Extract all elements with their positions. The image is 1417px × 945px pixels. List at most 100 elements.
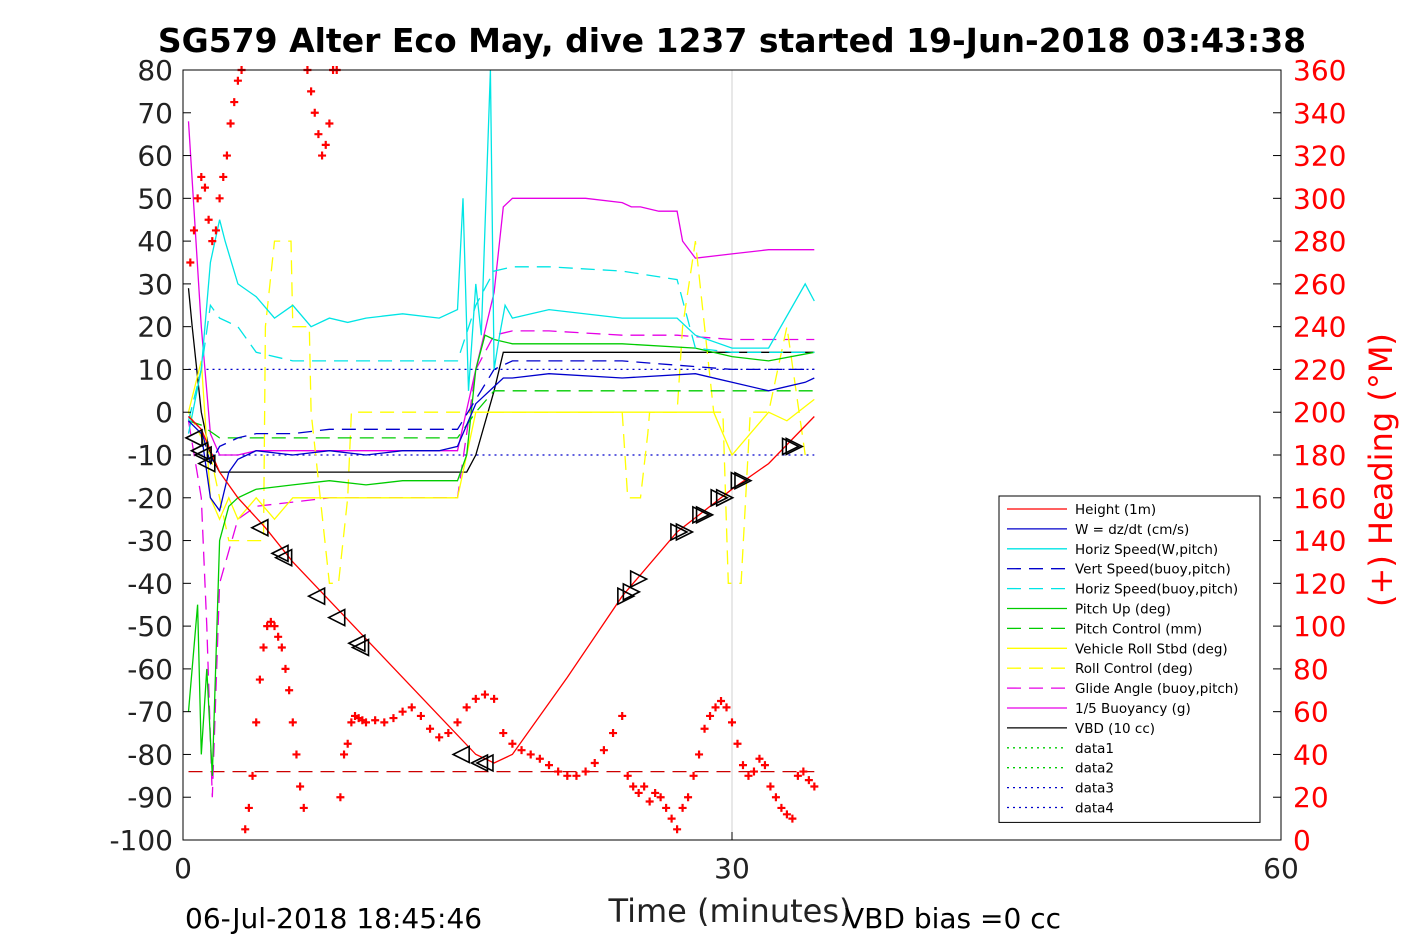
ascent-marker [670, 522, 689, 542]
ascent-marker [675, 522, 695, 542]
y-right-tick-label: 240 [1293, 311, 1346, 344]
y-right-tick-label: 180 [1293, 439, 1346, 472]
heading-point [270, 622, 279, 631]
heading-point [371, 716, 380, 725]
heading-point [380, 718, 389, 727]
chart-title: SG579 Alter Eco May, dive 1237 started 1… [158, 21, 1306, 60]
heading-point [678, 803, 687, 812]
heading-point [673, 825, 682, 834]
legend-label: VBD (10 cc) [1075, 721, 1155, 737]
footer-timestamp: 06-Jul-2018 18:45:46 [185, 902, 482, 935]
legend-label: Horiz Speed(W,pitch) [1075, 542, 1218, 558]
y-left-tick-label: 80 [137, 54, 173, 87]
heading-point [490, 694, 499, 703]
heading-point [755, 754, 764, 763]
y-left-tick-label: 40 [137, 225, 173, 258]
heading-point [728, 718, 736, 727]
y-right-tick-label: 220 [1293, 353, 1346, 386]
heading-point [444, 729, 453, 738]
legend-label: data3 [1075, 781, 1114, 797]
ascent-marker [617, 586, 636, 606]
ascent-marker [785, 437, 805, 456]
heading-point [266, 617, 275, 626]
series-layer [187, 69, 815, 798]
heading-point [318, 151, 327, 160]
y-left-tick-label: -90 [127, 781, 173, 814]
heading-point [255, 675, 264, 684]
heading-point [230, 98, 239, 107]
heading-point [222, 151, 231, 160]
heading-point [292, 750, 301, 759]
series-buoyancy [187, 121, 815, 456]
heading-point [700, 724, 709, 733]
y-left-tick-label: -50 [127, 610, 173, 643]
y-left-tick-label: 0 [155, 396, 173, 429]
legend-label: 1/5 Buoyancy (g) [1075, 701, 1191, 717]
heading-point [325, 119, 334, 128]
heading-point [248, 771, 257, 780]
heading-point [462, 703, 471, 712]
descent-marker [189, 441, 209, 461]
legend-label: data2 [1075, 761, 1114, 777]
heading-point [711, 703, 720, 712]
heading-point [782, 810, 791, 819]
legend-label: Pitch Up (deg) [1075, 602, 1171, 618]
descent-marker [250, 518, 269, 538]
heading-point [695, 750, 704, 759]
heading-point [310, 108, 319, 117]
heading-point [453, 718, 462, 727]
ascent-marker [781, 437, 801, 456]
x-tick-label: 0 [174, 852, 192, 885]
y-right-tick-label: 300 [1293, 182, 1346, 215]
y-right-tick-label: 120 [1293, 567, 1346, 600]
heading-point [581, 767, 590, 776]
series-pitch-up [187, 334, 815, 776]
heading-point [233, 76, 242, 85]
heading-point [623, 771, 632, 780]
heading-point [263, 622, 272, 631]
heading-point [738, 761, 747, 770]
y-left-tick-label: -70 [127, 696, 173, 729]
heading-markers [186, 66, 819, 834]
heading-point [733, 739, 742, 748]
heading-point [274, 632, 283, 641]
legend-label: data1 [1075, 741, 1114, 757]
heading-point [288, 718, 297, 727]
y-left-tick-label: -30 [127, 525, 173, 558]
legend-label: Vert Speed(buoy,pitch) [1075, 562, 1231, 578]
descent-marker [193, 445, 212, 465]
heading-point [599, 746, 608, 755]
heading-point [793, 771, 802, 780]
legend: Height (1m) W = dz/dt (cm/s) Horiz Speed(W… [998, 495, 1261, 823]
y-right-tick-label: 20 [1293, 781, 1329, 814]
legend-label: Horiz Speed(buoy,pitch) [1075, 582, 1238, 598]
ascent-marker [715, 488, 735, 508]
descent-marker [326, 608, 346, 627]
descent-marker [197, 454, 216, 473]
heading-point [640, 782, 649, 791]
y-right-tick-label: 260 [1293, 268, 1346, 301]
y-right-tick-label: 360 [1293, 54, 1346, 87]
heading-point [259, 643, 268, 652]
heading-point [407, 703, 416, 712]
series-roll-control [187, 240, 806, 584]
heading-point [572, 771, 581, 780]
footer-vbd-bias: VBD bias =0 cc [845, 902, 1061, 935]
ascent-marker [692, 505, 711, 525]
heading-point [645, 797, 654, 806]
series-roll [187, 360, 815, 521]
descent-marker [350, 638, 370, 657]
axes: 80706050403020100-10-20-30-40-50-60-70-8… [109, 54, 1346, 885]
y-right-tick-label: 40 [1293, 738, 1329, 771]
heading-point [749, 767, 758, 776]
heading-point [193, 194, 202, 203]
heading-point [343, 739, 352, 748]
y-left-tick-label: 20 [137, 311, 173, 344]
heading-point [471, 694, 480, 703]
series-vert-buoy [188, 360, 815, 466]
series-horiz-buoy [187, 266, 815, 421]
heading-point [684, 793, 693, 802]
legend-label: Glide Angle (buoy,pitch) [1075, 681, 1239, 697]
y-right-tick-label: 100 [1293, 610, 1346, 643]
